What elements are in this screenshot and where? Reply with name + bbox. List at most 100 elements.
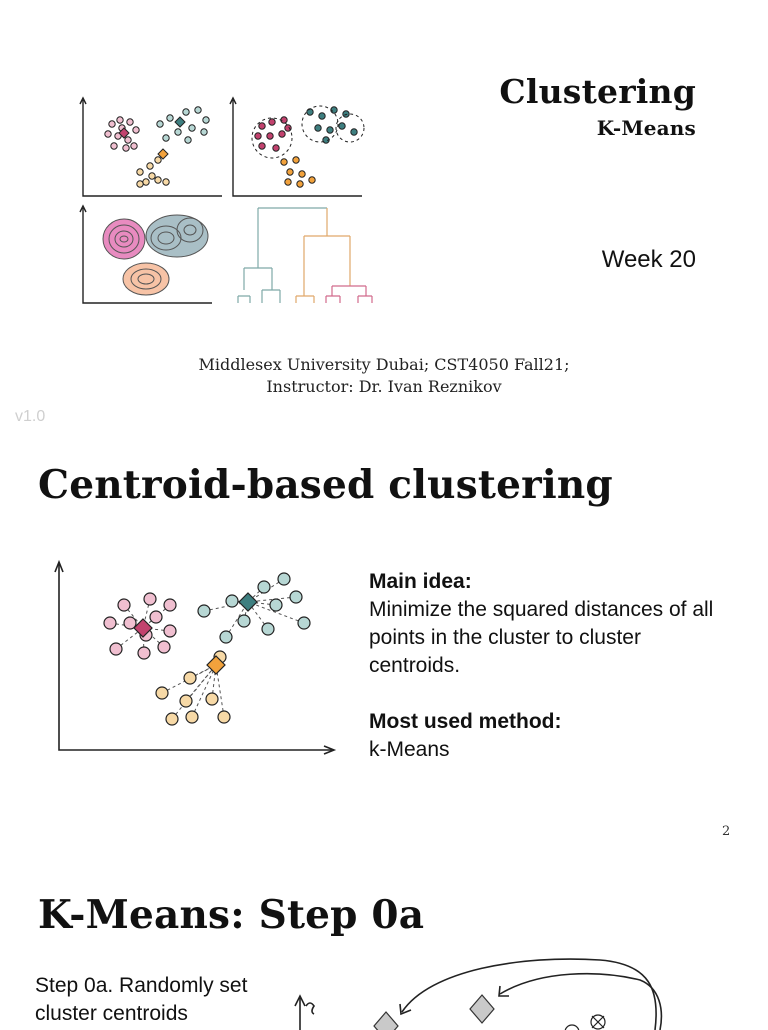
cluster-point [165, 712, 179, 726]
slide-subtitle: K-Means [596, 116, 696, 140]
cluster-point [155, 686, 169, 700]
cluster-point [258, 142, 266, 150]
cluster-point [261, 622, 275, 636]
cluster-point [174, 128, 182, 136]
cluster-point [110, 142, 118, 150]
cluster-point [143, 592, 157, 606]
cluster-boundary [301, 105, 339, 143]
cluster-point [183, 671, 197, 685]
cluster-point [124, 136, 132, 144]
cluster-point [162, 134, 170, 142]
cluster-point [149, 610, 163, 624]
cluster-point [114, 132, 122, 140]
cluster-point [269, 598, 283, 612]
step-text: Step 0a. Randomly set cluster centroids [35, 974, 248, 1025]
cluster-point [286, 168, 294, 176]
cluster-point [257, 580, 271, 594]
distance-line [225, 601, 249, 638]
distance-line [142, 627, 171, 632]
cluster-point [194, 106, 202, 114]
main-idea-text: Minimize the squared distances of all po… [369, 598, 714, 677]
slide-2-title: Centroid-based clustering [38, 462, 613, 508]
cluster-point [280, 158, 288, 166]
slide-3-title: K-Means: Step 0a [38, 892, 425, 938]
cluster-point [272, 144, 280, 152]
cluster-point [123, 616, 137, 630]
cluster-point [200, 128, 208, 136]
cluster-point [122, 144, 130, 152]
cluster-point [157, 640, 171, 654]
cluster-point [179, 694, 193, 708]
slide-2-text: Main idea: Minimize the squared distance… [369, 568, 729, 764]
cluster-point [306, 108, 314, 116]
cluster-point [166, 114, 174, 122]
cluster-point [237, 614, 251, 628]
cluster-point [266, 132, 274, 140]
cluster-point [326, 126, 334, 134]
cluster-point [154, 156, 162, 164]
clustering-methods-illustration [79, 96, 373, 304]
cluster-point [318, 112, 326, 120]
cluster-point [103, 616, 117, 630]
cluster-point [116, 116, 124, 124]
slide-title: Clustering [499, 72, 696, 111]
cluster-point [130, 142, 138, 150]
centroid-scatter-illustration [54, 559, 337, 755]
centroid-marker [238, 592, 258, 612]
cluster-point [268, 118, 276, 126]
cluster-point [162, 178, 170, 186]
cluster-point [163, 624, 177, 638]
cluster-point [109, 642, 123, 656]
distance-line [247, 601, 305, 624]
cluster-point [156, 120, 164, 128]
distance-line [142, 627, 165, 648]
cluster-boundary [251, 117, 293, 159]
cluster-point [132, 126, 140, 134]
cluster-point [308, 176, 316, 184]
cluster-point [142, 178, 150, 186]
cluster-point [284, 178, 292, 186]
cluster-point [296, 180, 304, 188]
cluster-point [188, 124, 196, 132]
cluster-point [182, 108, 190, 116]
cluster-point [292, 156, 300, 164]
cluster-point [278, 130, 286, 138]
credit-line-2: Instructor: Dr. Ivan Reznikov [266, 377, 502, 396]
cluster-point [104, 130, 112, 138]
centroid-marker [206, 655, 226, 675]
cluster-point [219, 630, 233, 644]
version-label: v1.0 [15, 408, 46, 425]
cluster-point [202, 116, 210, 124]
cluster-point [185, 710, 199, 724]
centroid-marker [157, 148, 169, 160]
cluster-point [342, 110, 350, 118]
cluster-point [108, 120, 116, 128]
cluster-point [137, 646, 151, 660]
cluster-point [126, 118, 134, 126]
cluster-point [136, 168, 144, 176]
cluster-point [205, 692, 219, 706]
cluster-point [184, 136, 192, 144]
distance-line [191, 664, 217, 718]
method-text: k-Means [369, 738, 450, 761]
random-centroids-illustration [294, 958, 663, 1030]
cluster-point [297, 616, 311, 630]
main-idea-label: Main idea: [369, 570, 472, 593]
centroid-marker [118, 127, 130, 139]
cluster-point [148, 172, 156, 180]
cluster-point [163, 598, 177, 612]
cluster-point [338, 122, 346, 130]
cluster-point [254, 132, 262, 140]
cluster-point [298, 170, 306, 178]
cluster-point [146, 162, 154, 170]
centroid-marker [133, 618, 153, 638]
centroid-marker [174, 116, 186, 128]
distance-line [247, 578, 285, 603]
cluster-point [217, 710, 231, 724]
cluster-point [197, 604, 211, 618]
cluster-point [350, 128, 358, 136]
cluster-boundary [335, 113, 365, 143]
distance-line [215, 664, 225, 718]
distance-line [247, 601, 277, 606]
cluster-point [154, 176, 162, 184]
